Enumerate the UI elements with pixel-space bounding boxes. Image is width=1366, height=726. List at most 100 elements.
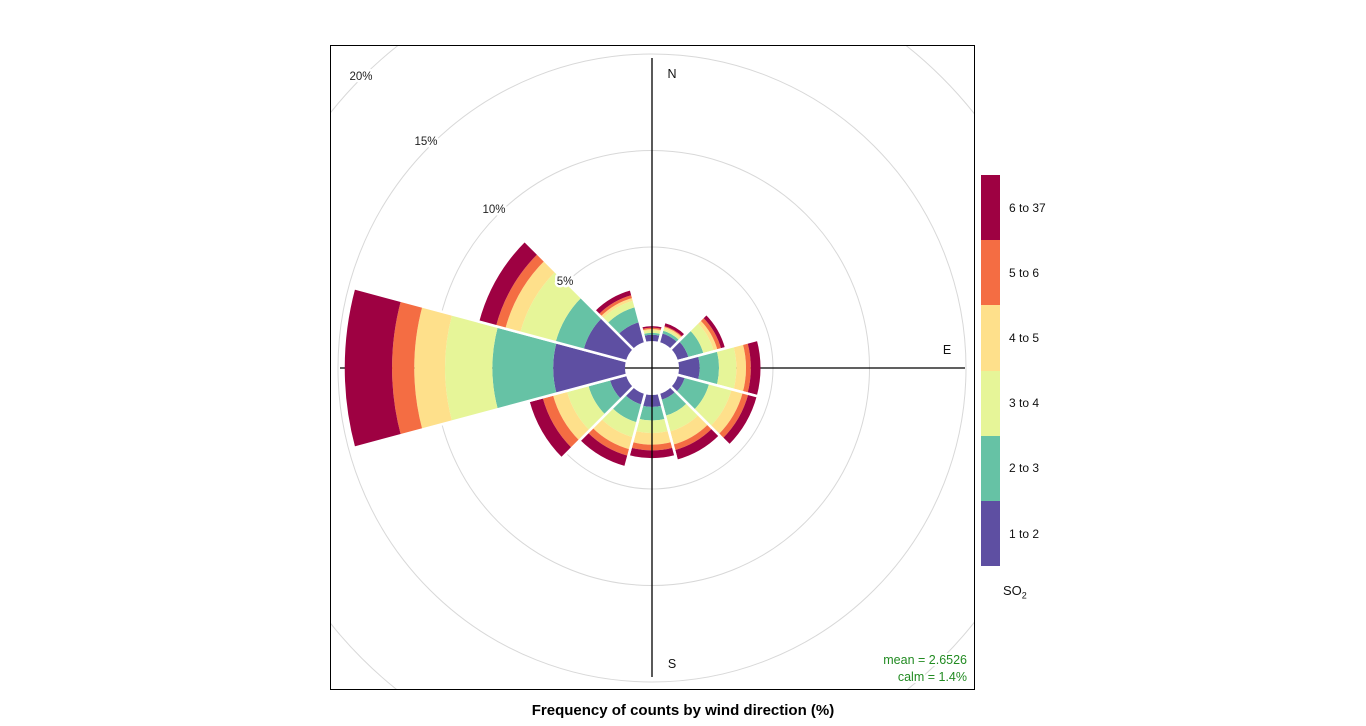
petal-segment-330-1to2 [618,321,646,349]
legend-pollutant-label: SO2 [1003,583,1027,601]
legend-swatch [981,175,1000,241]
petal-segment-30-4to5 [662,326,683,340]
petal-border [560,385,635,460]
legend-item: 5 to 6 [981,240,1040,306]
legend-swatch [981,501,1000,567]
petal-segment-270-4to5 [414,306,453,430]
mean-annotation: mean = 2.6526 [883,653,967,667]
petal-border [657,392,677,457]
petal-segment-240-5to6 [542,394,580,449]
petal-segment-300-1to2 [583,317,633,362]
petal-segment-240-1to2 [609,374,633,399]
petal-border [624,392,647,468]
petal-border [629,288,647,344]
petal-segment-120-5to6 [718,392,749,439]
legend-swatch [981,240,1000,306]
petal-border [669,312,708,351]
petal-border [353,373,628,450]
ring-label-5pct: 5% [557,276,574,288]
petal-segment-120-1to2 [671,374,685,393]
petal-segment-270-3to4 [445,314,498,422]
petal-segment-150-1to2 [658,387,676,401]
compass-label-east: E [943,343,951,357]
legend-swatch [981,370,1000,436]
calm-annotation: calm = 1.4% [898,670,967,684]
legend-item: 6 to 37 [981,175,1046,241]
petal-segment-300-5to6 [495,253,545,329]
legend-label: 1 to 2 [1009,526,1040,541]
chart-title: Frequency of counts by wind direction (%… [531,702,835,719]
petal-segment-90-2to3 [698,350,719,386]
petal-segment-60-4to5 [697,319,718,352]
petal-segment-120-3to4 [693,383,732,427]
petal-segment-150-3to4 [664,403,699,432]
petal-border [676,373,759,398]
petal-segment-30-2to3 [661,330,680,343]
petal-segment-90-5to6 [742,342,751,394]
compass-label-south: S [668,657,676,671]
petal-segment-300-3to4 [520,271,582,343]
petal-segment-150-6to37 [674,428,720,460]
petal-segment-120-4to5 [710,389,743,435]
petal-segment-270-6to37 [344,288,401,448]
petal-segment-30-5to6 [663,325,683,338]
petal-segment-240-3to4 [566,385,606,431]
petal-segment-60-3to4 [689,322,714,355]
petal-segment-90-6to37 [747,339,761,397]
petal-segment-60-5to6 [700,317,722,351]
petal-segment-330-6to37 [595,290,633,315]
ring-label-10pct: 10% [482,204,505,216]
petal-segment-300-6to37 [479,241,538,327]
petal-segment-30-3to4 [662,328,681,341]
ring-label-15pct: 15% [414,136,437,148]
petal-segment-60-6to37 [702,314,726,350]
petal-border [593,309,635,351]
petal-segment-90-4to5 [733,343,746,393]
petal-segment-90-3to4 [716,346,737,390]
petal-segment-330-5to6 [598,294,634,317]
petal-segment-240-4to5 [552,390,590,441]
petal-segment-210-6to37 [580,432,629,467]
petal-segment-270-1to2 [553,342,626,394]
legend-swatch [981,435,1000,501]
petal-segment-90-1to2 [678,355,700,381]
legend-item: 2 to 3 [981,435,1040,501]
petal-segment-120-6to37 [722,393,757,445]
petal-segment-120-2to3 [676,376,710,410]
petal-segment-30-6to37 [663,322,686,338]
wind-rose-petals [344,239,761,468]
petal-segment-270-2to3 [492,326,557,410]
petal-border [657,321,666,344]
legend-label: 2 to 3 [1009,461,1040,476]
petal-segment-330-3to4 [602,300,636,324]
petal-segment-210-4to5 [592,418,634,450]
petal-segment-210-5to6 [587,427,631,456]
compass-label-north: N [667,67,676,81]
petal-border [676,338,759,363]
petal-segment-270-5to6 [392,300,423,436]
ring-label-20pct: 20% [349,71,372,83]
petal-segment-60-2to3 [678,330,704,359]
plot-panel: 5% 10% 15% 20% N E S mean = 2.6526 calm … [330,45,975,690]
grid-circle [337,53,967,683]
petal-segment-330-2to3 [607,307,640,335]
legend-label: 5 to 6 [1009,265,1040,280]
petal-segment-300-2to3 [555,297,602,350]
legend-label: 6 to 37 [1009,200,1046,215]
legend-item: 1 to 2 [981,501,1040,567]
legend-swatch [981,305,1000,371]
legend-item: 3 to 4 [981,370,1040,436]
legend-label: 4 to 5 [1009,330,1040,345]
petal-segment-150-5to6 [672,424,713,451]
petal-border [669,385,721,437]
petal-segment-210-3to4 [601,407,638,438]
petal-segment-330-4to5 [600,297,634,319]
wind-rose-plot: 5% 10% 15% 20% N E S mean = 2.6526 calm … [331,46,974,689]
petal-segment-300-4to5 [505,260,556,333]
petal-segment-150-4to5 [669,414,709,445]
legend-item: 4 to 5 [981,305,1040,371]
petal-border [477,320,628,363]
legend-label: 3 to 4 [1009,396,1040,411]
petal-segment-240-6to37 [529,397,572,458]
